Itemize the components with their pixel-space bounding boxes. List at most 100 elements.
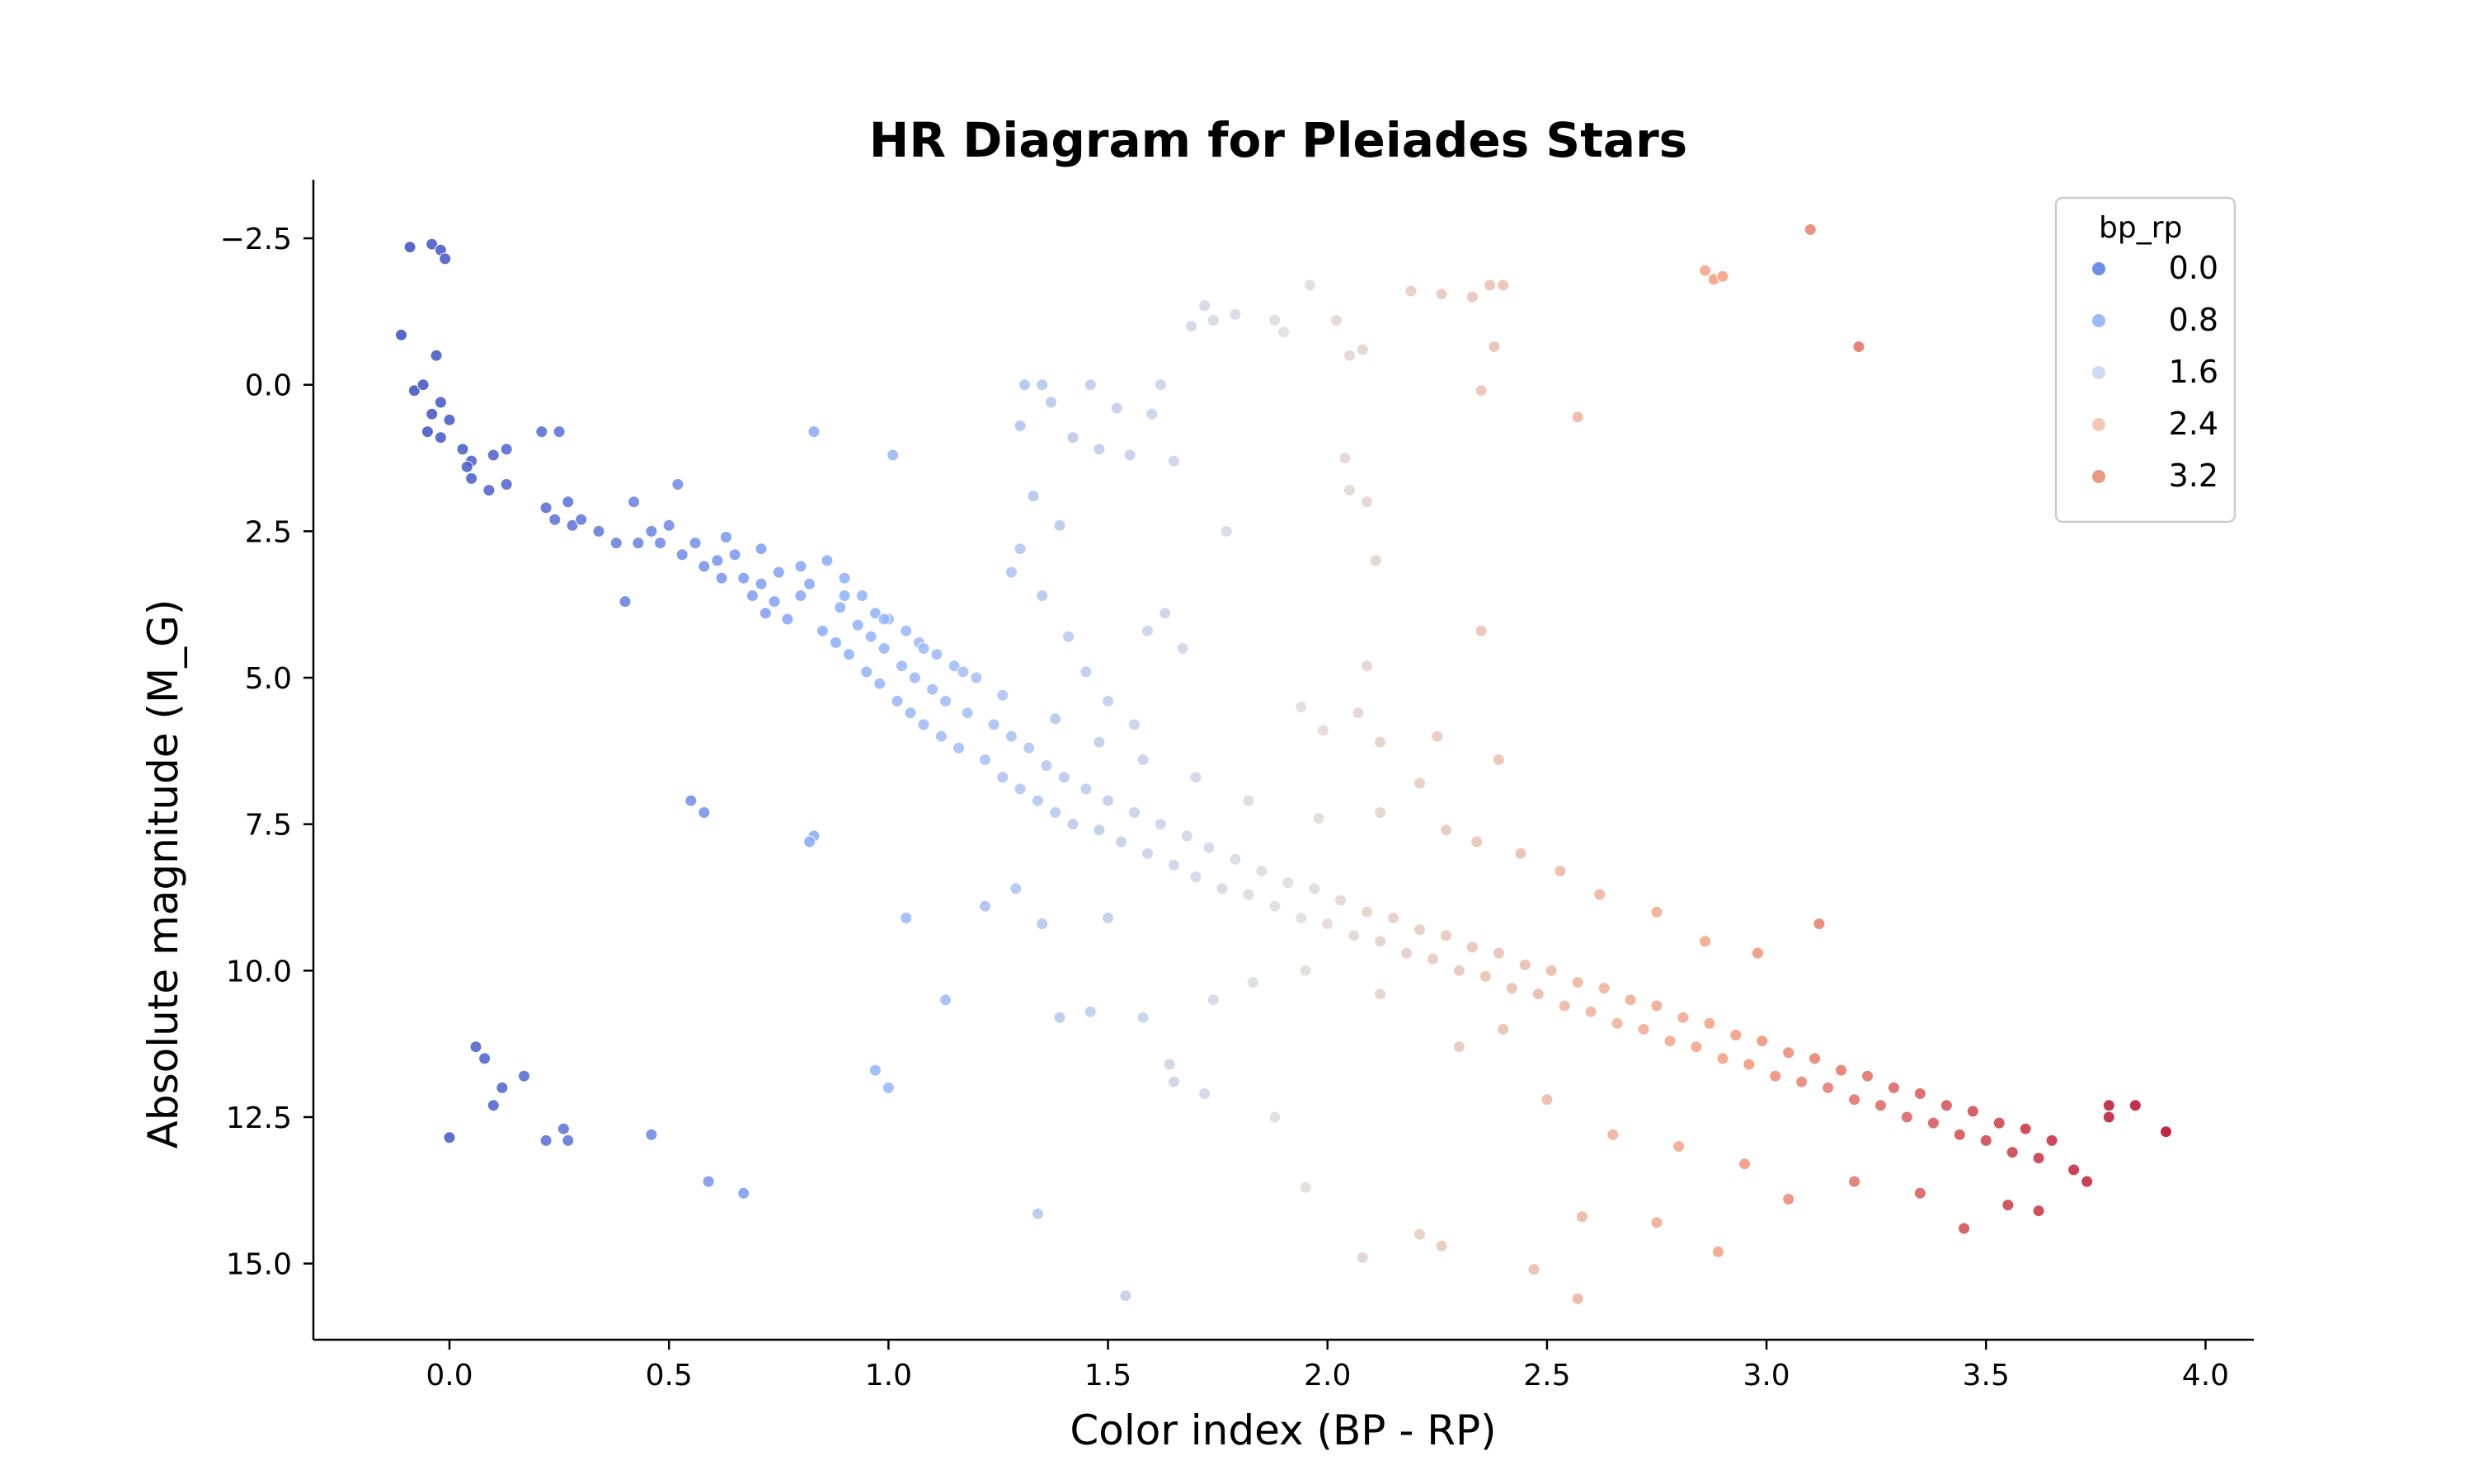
star-point [1009,882,1023,895]
star-point [715,571,728,585]
x-tick-label: 1.5 [1084,1359,1131,1392]
star-point [759,607,772,620]
star-point [1958,1222,1971,1235]
star-point [1848,1175,1861,1188]
star-point [1268,899,1282,913]
star-point [1888,1081,1900,1094]
star-point [1782,1046,1795,1059]
star-point [745,589,759,602]
star-point [500,443,513,456]
star-point [645,524,658,538]
star-point [904,707,917,720]
star-point [1369,554,1382,567]
star-point [1751,946,1764,960]
star-point [1229,852,1242,866]
star-point [1084,378,1097,392]
star-point [1040,759,1053,773]
star-point [1004,730,1018,743]
star-point [1452,1040,1465,1054]
y-tick-label: 7.5 [245,809,292,843]
star-point [2001,1199,2015,1212]
star-point [1497,279,1510,292]
star-point [2128,1099,2142,1112]
star-point [939,993,952,1007]
star-point [1769,1069,1782,1082]
star-point [1475,624,1488,637]
star-point [1154,378,1167,392]
star-point [1624,993,1637,1007]
star-point [482,484,496,497]
star-point [1361,495,1374,509]
star-point [1102,694,1115,707]
star-point [1036,589,1049,602]
star-point [1465,290,1479,303]
star-point [737,571,750,585]
star-point [1356,1252,1369,1264]
star-point [1650,1216,1663,1229]
star-point [1198,1087,1211,1100]
star-point [1180,829,1193,843]
star-point [456,443,469,456]
star-point [426,237,439,251]
star-point [1822,1081,1835,1094]
star-point [2019,1122,2032,1135]
star-point [737,1186,750,1200]
star-point [2067,1163,2081,1176]
y-tick-label: 5.0 [245,662,292,696]
star-point [1913,1087,1926,1100]
star-point [1913,1186,1926,1200]
star-point [478,1052,492,1065]
star-point [592,524,605,538]
star-point [1558,999,1571,1012]
star-point [1663,1035,1677,1048]
star-point [1277,326,1290,339]
star-point [1374,735,1387,749]
star-point [1176,642,1189,655]
star-point [1119,1289,1132,1303]
star-point [1861,1069,1874,1082]
star-point [1492,946,1505,960]
star-point [1136,754,1150,766]
star-point [1093,443,1106,456]
star-point [1163,1058,1176,1071]
star-point [1268,314,1282,326]
legend-marker [2092,366,2105,379]
star-point [1079,782,1093,796]
star-point [1167,454,1180,467]
star-point [1334,894,1348,907]
star-point [1743,1058,1756,1071]
star-point [1716,1052,1729,1065]
star-point [1295,911,1308,924]
star-point [1246,976,1259,989]
star-point [1093,824,1106,837]
star-point [500,478,513,491]
star-point [654,537,667,550]
star-point [2032,1205,2045,1218]
star-point [2160,1125,2172,1139]
star-point [645,1128,658,1141]
star-point [562,495,575,509]
star-point [1804,223,1817,236]
star-point [632,537,645,550]
star-point [855,589,868,602]
star-point [1435,288,1448,301]
star-point [1518,958,1531,971]
star-point [1282,876,1295,890]
star-point [1053,519,1066,532]
star-point [1492,754,1505,766]
star-point [908,671,921,684]
star-point [930,648,943,661]
star-point [1004,566,1018,579]
star-point [1571,1292,1584,1305]
star-point [1554,865,1567,877]
star-point [1484,279,1497,292]
star-point [671,478,684,491]
star-point [917,718,930,731]
star-point [1115,835,1127,848]
x-tick-label: 3.5 [1963,1359,2010,1392]
legend-box [2054,196,2236,524]
star-point [1167,858,1180,871]
star-point [1128,718,1141,731]
y-tick-label: −2.5 [220,223,292,256]
star-point [1545,964,1558,977]
